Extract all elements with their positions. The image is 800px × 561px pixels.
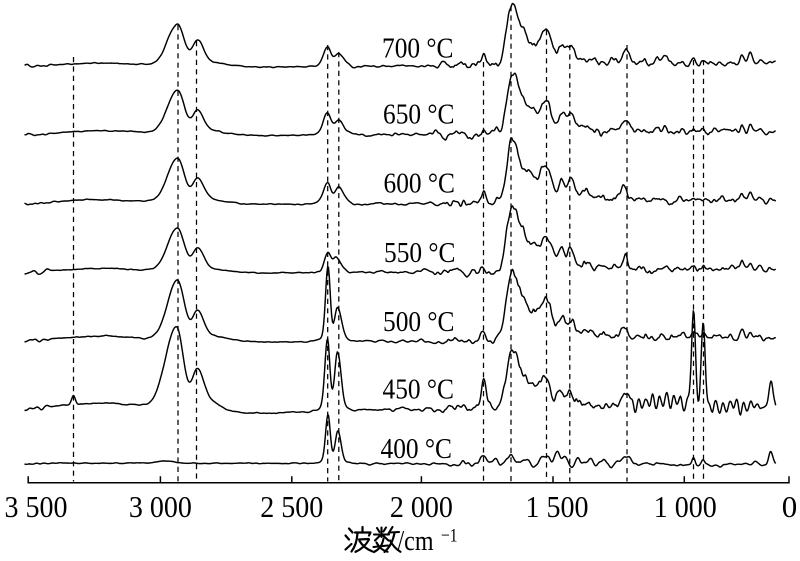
- svg-text:/cm: /cm: [398, 525, 434, 556]
- svg-text:3 000: 3 000: [129, 489, 192, 524]
- svg-text:550 °C: 550 °C: [384, 237, 456, 269]
- svg-text:700 °C: 700 °C: [382, 33, 454, 65]
- svg-text:2 000: 2 000: [390, 489, 453, 524]
- svg-text:1 000: 1 000: [654, 489, 717, 524]
- svg-text:3 500: 3 500: [5, 489, 68, 524]
- svg-text:1 500: 1 500: [526, 489, 589, 524]
- svg-text:650 °C: 650 °C: [383, 99, 455, 131]
- svg-text:2 500: 2 500: [260, 489, 323, 524]
- svg-text:0: 0: [782, 489, 798, 524]
- svg-text:450 °C: 450 °C: [383, 374, 455, 406]
- svg-text:500 °C: 500 °C: [383, 306, 455, 338]
- svg-text:400 °C: 400 °C: [381, 433, 453, 465]
- svg-text:600 °C: 600 °C: [384, 168, 456, 200]
- svg-text:−1: −1: [441, 526, 458, 547]
